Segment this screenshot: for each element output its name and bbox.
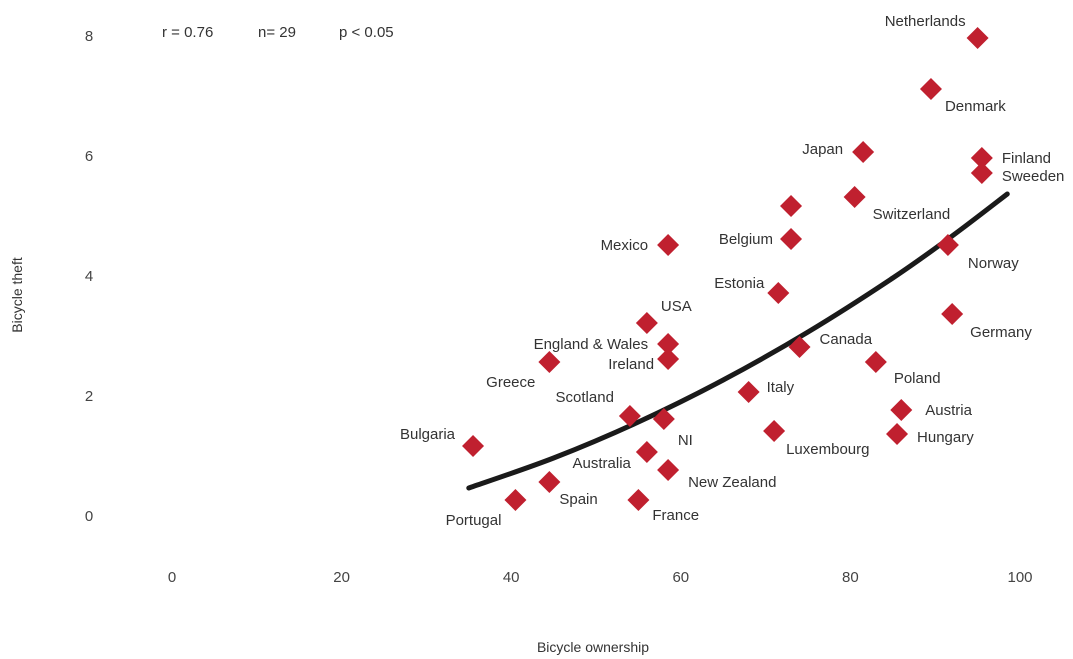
x-tick-label: 80 bbox=[842, 569, 859, 586]
point-label: Norway bbox=[968, 255, 1019, 272]
data-point bbox=[618, 405, 641, 427]
point-label: Finland bbox=[1002, 150, 1051, 167]
point-label: Netherlands bbox=[885, 13, 966, 30]
y-tick-label: 4 bbox=[85, 268, 93, 285]
x-tick-label: 100 bbox=[1007, 569, 1032, 586]
data-point bbox=[657, 234, 680, 256]
y-axis-ticks: 0 2 4 6 8 bbox=[85, 28, 93, 525]
point-label: Australia bbox=[573, 455, 632, 472]
y-tick-label: 2 bbox=[85, 388, 93, 405]
data-point bbox=[780, 228, 803, 250]
point-label: Scotland bbox=[556, 389, 614, 406]
point-label: Sweeden bbox=[1002, 168, 1065, 185]
point-label: Spain bbox=[559, 491, 597, 508]
point-label: Mexico bbox=[601, 237, 649, 254]
data-point bbox=[635, 441, 658, 463]
data-point bbox=[843, 186, 866, 208]
point-label: New Zealand bbox=[688, 474, 776, 491]
point-label: NI bbox=[678, 432, 693, 449]
data-point bbox=[966, 27, 989, 49]
stats-r: r = 0.76 bbox=[162, 24, 213, 41]
data-point bbox=[780, 195, 803, 217]
data-point bbox=[936, 234, 959, 256]
data-point bbox=[538, 471, 561, 493]
x-tick-label: 20 bbox=[333, 569, 350, 586]
point-label: USA bbox=[661, 298, 692, 315]
data-points bbox=[462, 27, 993, 511]
y-axis-label: Bicycle theft bbox=[9, 257, 25, 333]
x-tick-label: 60 bbox=[672, 569, 689, 586]
point-label: Ireland bbox=[608, 356, 654, 373]
data-point bbox=[737, 381, 760, 403]
x-tick-label: 0 bbox=[168, 569, 176, 586]
point-label: Austria bbox=[925, 402, 972, 419]
point-label: Hungary bbox=[917, 429, 974, 446]
data-point bbox=[864, 351, 887, 373]
x-tick-label: 40 bbox=[503, 569, 520, 586]
point-label: Canada bbox=[820, 331, 873, 348]
data-point bbox=[635, 312, 658, 334]
data-point bbox=[657, 348, 680, 370]
point-label: Italy bbox=[767, 379, 795, 396]
y-tick-label: 8 bbox=[85, 28, 93, 45]
x-axis-label: Bicycle ownership bbox=[537, 639, 649, 655]
data-point bbox=[657, 333, 680, 355]
point-label: Japan bbox=[802, 141, 843, 158]
point-label: Belgium bbox=[719, 231, 773, 248]
y-tick-label: 6 bbox=[85, 148, 93, 165]
point-label: Portugal bbox=[446, 512, 502, 529]
data-point bbox=[970, 162, 993, 184]
data-point bbox=[919, 78, 942, 100]
point-label: Bulgaria bbox=[400, 426, 456, 443]
data-point bbox=[763, 420, 786, 442]
point-label: England & Wales bbox=[534, 336, 649, 353]
data-point bbox=[970, 147, 993, 169]
y-tick-label: 0 bbox=[85, 508, 93, 525]
data-point bbox=[652, 408, 675, 430]
data-point bbox=[890, 399, 913, 421]
data-point bbox=[657, 459, 680, 481]
data-point bbox=[462, 435, 485, 457]
data-point bbox=[788, 336, 811, 358]
point-label: Germany bbox=[970, 324, 1032, 341]
stats-n: n= 29 bbox=[258, 24, 296, 41]
point-label: France bbox=[652, 507, 699, 524]
data-point bbox=[852, 141, 875, 163]
point-label: Luxembourg bbox=[786, 441, 869, 458]
point-label: Poland bbox=[894, 370, 941, 387]
data-point bbox=[627, 489, 650, 511]
data-point bbox=[767, 282, 790, 304]
point-label: Greece bbox=[486, 374, 535, 391]
point-label: Switzerland bbox=[873, 206, 951, 223]
x-axis-ticks: 0 20 40 60 80 100 bbox=[168, 569, 1033, 586]
point-label: Estonia bbox=[714, 275, 765, 292]
data-point bbox=[886, 423, 909, 445]
data-point bbox=[504, 489, 527, 511]
point-label: Denmark bbox=[945, 98, 1006, 115]
data-point bbox=[538, 351, 561, 373]
stats-p: p < 0.05 bbox=[339, 24, 394, 41]
data-point bbox=[941, 303, 964, 325]
